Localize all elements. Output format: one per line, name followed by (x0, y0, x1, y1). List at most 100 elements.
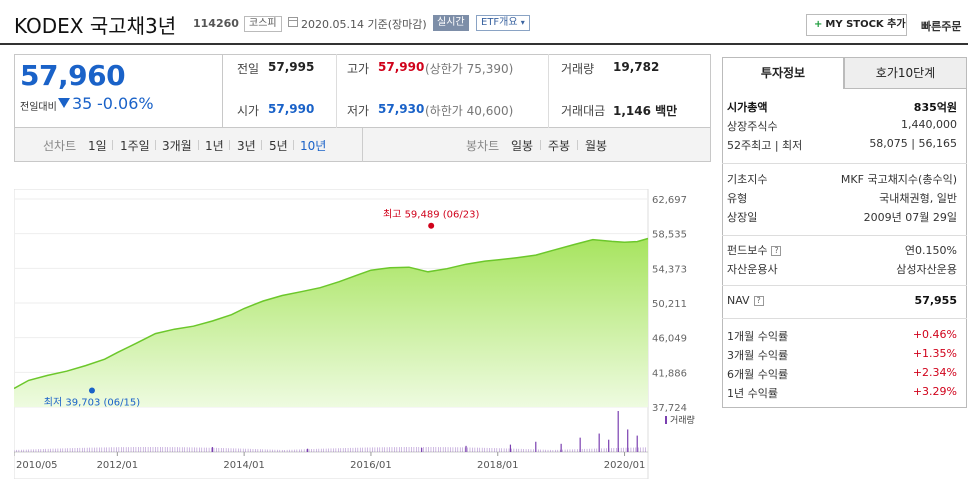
tab-3y[interactable]: 3년 (237, 139, 256, 153)
info-key: 시가총액 (727, 101, 768, 114)
info-row: NAV? 57,955 (727, 294, 957, 313)
tab-1d[interactable]: 1일 (88, 139, 107, 153)
info-value: 국내채권형, 일반 (879, 192, 957, 205)
chevron-down-icon: ▾ (520, 18, 525, 27)
tab-separator (198, 140, 199, 150)
info-key: 상장일 (727, 211, 758, 224)
live-button[interactable]: 실시간 (433, 15, 469, 31)
open-value: 57,990 (268, 102, 315, 116)
info-row: 자산운용사 삼성자산운용 (727, 261, 957, 280)
high-value: 57,990 (378, 60, 425, 74)
info-key: 유형 (727, 192, 748, 205)
tab-10y[interactable]: 10년 (300, 139, 327, 153)
y-tick-label: 54,373 (652, 264, 687, 275)
quote-divider (548, 54, 549, 128)
change-label: 전일대비 (20, 102, 57, 113)
info-value: 연0.150% (904, 244, 957, 257)
open-label: 시가 (237, 104, 260, 118)
price-box (14, 54, 222, 128)
info-key: 52주최고 | 최저 (727, 139, 803, 152)
tab-separator (540, 140, 541, 150)
info-row: 3개월 수익률 +1.35% (727, 347, 957, 366)
tab-3m[interactable]: 3개월 (162, 139, 192, 153)
info-separator (722, 235, 967, 236)
etf-overview-label: ETF개요 (481, 17, 518, 28)
volume-legend-label: 거래량 (670, 414, 695, 426)
tab-order-book[interactable]: 호가10단계 (844, 57, 967, 89)
info-value: 58,075 | 56,165 (869, 137, 957, 150)
info-value: +2.34% (912, 366, 957, 379)
price-chart[interactable]: 62,697 58,535 54,373 50,211 46,049 41,886 37,7… (14, 189, 711, 479)
info-separator (722, 163, 967, 164)
volume-legend-swatch (665, 416, 667, 424)
tab-1y[interactable]: 1년 (205, 139, 224, 153)
info-row: 시가총액 835억원 (727, 99, 957, 118)
x-tick-label: 2010/05 (16, 460, 58, 471)
tabs-divider (362, 128, 363, 162)
plus-icon: + (814, 19, 823, 30)
tab-daily[interactable]: 일봉 (511, 139, 534, 153)
x-tick-label: 2012/01 (97, 460, 139, 471)
tab-invest-info[interactable]: 투자정보 (722, 57, 844, 89)
info-key: 1년 수익률 (727, 387, 778, 400)
info-key: 3개월 수익률 (727, 349, 789, 362)
quote-divider (336, 54, 337, 128)
info-key: 1개월 수익률 (727, 330, 789, 343)
price-line (14, 237, 649, 390)
info-row: 기초지수 MKF 국고채지수(총수익) (727, 171, 957, 190)
info-value: MKF 국고채지수(총수익) (840, 173, 957, 186)
info-value: 1,440,000 (901, 118, 957, 131)
y-tick-label: 46,049 (652, 334, 687, 345)
low-label: 저가 (347, 104, 370, 118)
quick-order-button[interactable]: 빠른주문 (921, 20, 962, 33)
info-key: 6개월 수익률 (727, 368, 789, 381)
high-label: 고가 (347, 62, 370, 76)
info-value: +1.35% (912, 347, 957, 360)
info-key: 펀드보수? (727, 242, 782, 258)
tab-separator (112, 140, 113, 150)
min-label: 최저 39,703 (06/15) (44, 397, 140, 409)
line-chart-label: 선차트 (43, 139, 77, 153)
info-value: 2009년 07월 29일 (863, 211, 957, 224)
volume-value: 19,782 (613, 60, 660, 74)
x-tick-label: 2016/01 (350, 460, 392, 471)
tab-separator (293, 140, 294, 150)
y-tick-label: 58,535 (652, 230, 687, 241)
y-tick-label: 37,724 (652, 403, 687, 414)
info-value: 57,955 (914, 294, 957, 307)
info-row: 1년 수익률 +3.29% (727, 385, 957, 404)
add-mystock-label: MY STOCK 추가 (825, 19, 906, 30)
help-icon[interactable]: ? (753, 296, 764, 306)
current-price: 57,960 (20, 59, 126, 92)
info-row: 상장일 2009년 07월 29일 (727, 209, 957, 228)
tab-weekly[interactable]: 주봉 (548, 139, 571, 153)
tab-5y[interactable]: 5년 (269, 139, 288, 153)
change-percent: -0.06% (97, 94, 154, 113)
y-tick-label: 62,697 (652, 195, 687, 206)
info-value: +3.29% (912, 385, 957, 398)
info-value: 삼성자산운용 (896, 263, 957, 276)
prev-value: 57,995 (268, 60, 315, 74)
calendar-icon (288, 17, 298, 27)
info-value: +0.46% (912, 328, 957, 341)
tab-1w[interactable]: 1주일 (120, 139, 150, 153)
amount-label: 거래대금 (561, 104, 606, 118)
prev-label: 전일 (237, 62, 260, 76)
info-key: 상장주식수 (727, 120, 778, 133)
info-row: 펀드보수? 연0.150% (727, 242, 957, 261)
down-arrow-icon (58, 98, 70, 108)
tab-separator (577, 140, 578, 150)
date-text: 2020.05.14 기준(장마감) (301, 18, 427, 31)
tab-monthly[interactable]: 월봉 (585, 139, 608, 153)
max-marker (428, 222, 435, 229)
add-mystock-button[interactable]: + MY STOCK 추가 (806, 14, 907, 36)
etf-overview-dropdown[interactable]: ETF개요 ▾ (476, 15, 530, 31)
min-marker (88, 387, 95, 394)
info-row: 유형 국내채권형, 일반 (727, 190, 957, 209)
tab-separator (229, 140, 230, 150)
info-row: 6개월 수익률 +2.34% (727, 366, 957, 385)
header-divider (0, 43, 968, 45)
y-tick-label: 50,211 (652, 299, 687, 310)
info-key: NAV? (727, 294, 764, 307)
help-icon[interactable]: ? (771, 246, 782, 256)
